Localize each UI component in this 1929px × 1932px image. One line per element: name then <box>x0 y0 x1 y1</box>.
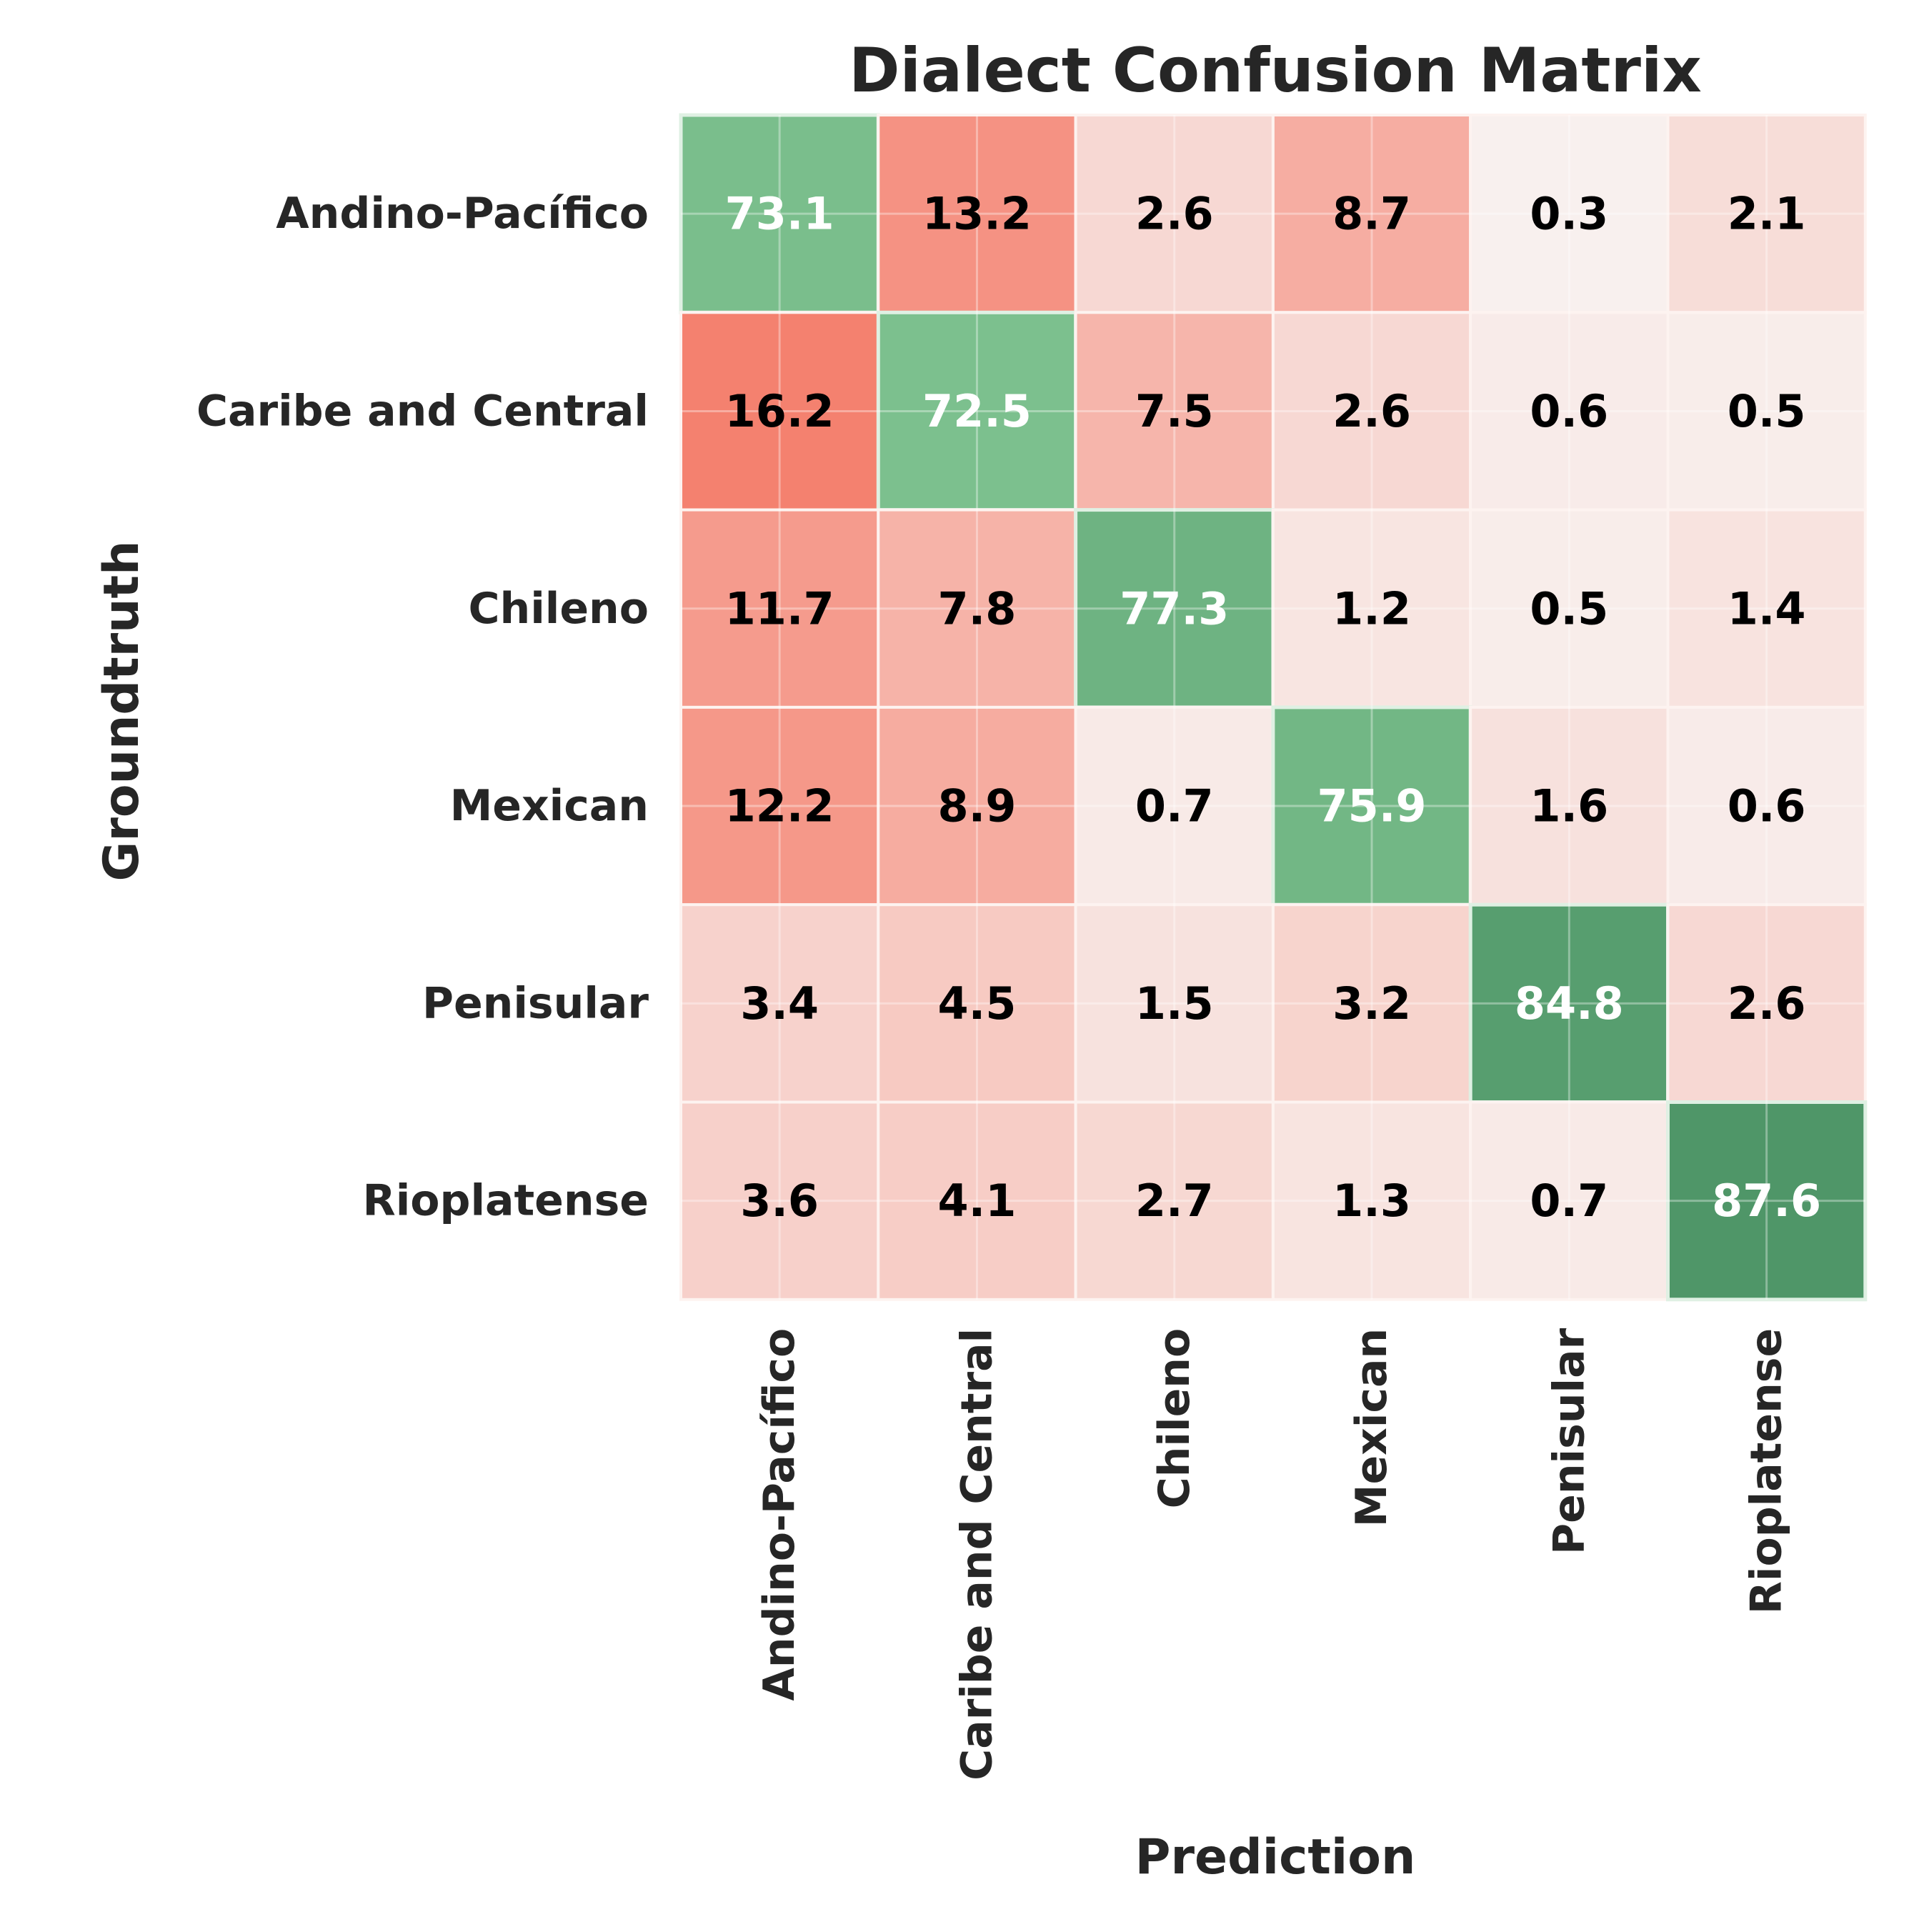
cell-value-label: 84.8 <box>1515 977 1624 1030</box>
cell-value-label: 87.6 <box>1712 1175 1821 1227</box>
cell-value-label: 13.2 <box>922 188 1032 240</box>
heatmap-cells <box>679 113 1868 1302</box>
cell-value-label: 3.2 <box>1332 977 1411 1030</box>
heatmap-cell <box>1666 903 1867 1104</box>
heatmap-cell <box>1271 903 1472 1104</box>
y-tick-label: Penisular <box>422 978 649 1028</box>
cell-value-label: 0.6 <box>1530 385 1608 437</box>
heatmap-cell <box>1666 311 1867 512</box>
heatmap-cell <box>679 903 880 1104</box>
cell-value-label: 2.7 <box>1135 1175 1214 1227</box>
cell-value-label: 2.1 <box>1728 188 1806 240</box>
cell-value-label: 3.4 <box>740 977 819 1030</box>
x-axis-label: Prediction <box>1135 1829 1416 1886</box>
cell-value-label: 4.1 <box>938 1175 1017 1227</box>
heatmap-cell <box>1666 508 1867 709</box>
x-tick-label: Rioplatense <box>1742 1328 1792 1615</box>
cell-value-label: 2.6 <box>1332 385 1411 437</box>
heatmap-cell <box>877 508 1077 709</box>
cell-value-label: 1.6 <box>1530 780 1608 832</box>
heatmap-cell <box>877 114 1077 314</box>
heatmap-cell <box>877 705 1077 907</box>
cell-value-label: 7.8 <box>938 582 1017 634</box>
cell-value-label: 0.7 <box>1135 780 1214 832</box>
heatmap-grid <box>681 115 1865 1300</box>
cell-value-label: 12.2 <box>725 780 834 832</box>
x-tick-labels: Andino-Pacífico Caribe and Central Chileno… <box>754 1328 1791 1780</box>
heatmap-cell <box>1074 705 1275 907</box>
heatmap-cell <box>1271 1100 1472 1301</box>
cell-value-label: 8.7 <box>1332 188 1411 240</box>
heatmap-cell <box>679 1100 880 1301</box>
cell-value-label: 2.6 <box>1135 188 1214 240</box>
heatmap-cell <box>1469 508 1670 709</box>
heatmap-cell-diagonal <box>876 310 1078 512</box>
cell-value-label: 1.3 <box>1332 1175 1411 1227</box>
y-tick-labels: Andino-Pacífico Caribe and Central Chileno… <box>196 189 649 1226</box>
heatmap-cell-diagonal <box>1271 705 1472 907</box>
cell-value-label: 0.6 <box>1728 780 1806 832</box>
x-tick-label: Penisular <box>1544 1328 1594 1554</box>
cell-value-label: 4.5 <box>938 977 1017 1030</box>
heatmap-cell <box>679 705 880 907</box>
y-tick-label: Chileno <box>468 584 649 634</box>
cell-value-label: 0.7 <box>1530 1175 1608 1227</box>
y-tick-label: Andino-Pacífico <box>276 189 649 239</box>
x-tick-label: Chileno <box>1150 1328 1200 1509</box>
heatmap-cell-diagonal <box>1468 902 1670 1104</box>
y-tick-label: Rioplatense <box>363 1176 649 1226</box>
cell-value-labels: 73.1 13.2 2.6 8.7 0.3 2.1 16.2 72.5 7.5 2.6 0.6 0.5… <box>725 188 1821 1228</box>
cell-value-label: 16.2 <box>725 385 834 437</box>
heatmap-cell <box>1271 508 1472 709</box>
cell-value-label: 0.5 <box>1530 582 1608 634</box>
heatmap-cell <box>1469 705 1670 907</box>
cell-value-label: 1.5 <box>1135 977 1214 1030</box>
heatmap-cell-diagonal <box>679 113 880 314</box>
heatmap-cell <box>1469 1100 1670 1301</box>
cell-value-label: 77.3 <box>1120 582 1229 634</box>
cell-value-label: 7.5 <box>1135 385 1214 437</box>
heatmap-cell <box>1074 114 1275 314</box>
chart-title: Dialect Confusion Matrix <box>849 35 1702 106</box>
heatmap-cell <box>1271 311 1472 512</box>
cell-value-label: 72.5 <box>922 385 1032 437</box>
y-tick-label: Caribe and Central <box>196 386 649 436</box>
cell-value-label: 75.9 <box>1317 780 1427 832</box>
cell-value-label: 2.6 <box>1728 977 1806 1030</box>
heatmap-cell <box>1666 705 1867 907</box>
x-tick-label: Caribe and Central <box>952 1328 1002 1781</box>
y-axis-label: Groundtruth <box>94 541 150 882</box>
heatmap-cell <box>1666 114 1867 314</box>
x-tick-label: Mexican <box>1347 1328 1397 1527</box>
cell-value-label: 0.5 <box>1728 385 1806 437</box>
x-tick-label: Andino-Pacífico <box>754 1328 804 1701</box>
cell-value-label: 0.3 <box>1530 188 1608 240</box>
y-tick-label: Mexican <box>450 781 649 831</box>
cell-value-label: 11.7 <box>725 582 834 634</box>
cell-value-label: 73.1 <box>725 188 834 240</box>
heatmap-cell <box>1271 114 1472 314</box>
cell-value-label: 1.2 <box>1332 582 1411 634</box>
heatmap-cell-diagonal <box>1666 1100 1868 1302</box>
cell-value-label: 1.4 <box>1728 582 1806 634</box>
cell-value-label: 3.6 <box>740 1175 819 1227</box>
cell-value-label: 8.9 <box>938 780 1017 832</box>
heatmap-cell <box>1074 903 1275 1104</box>
